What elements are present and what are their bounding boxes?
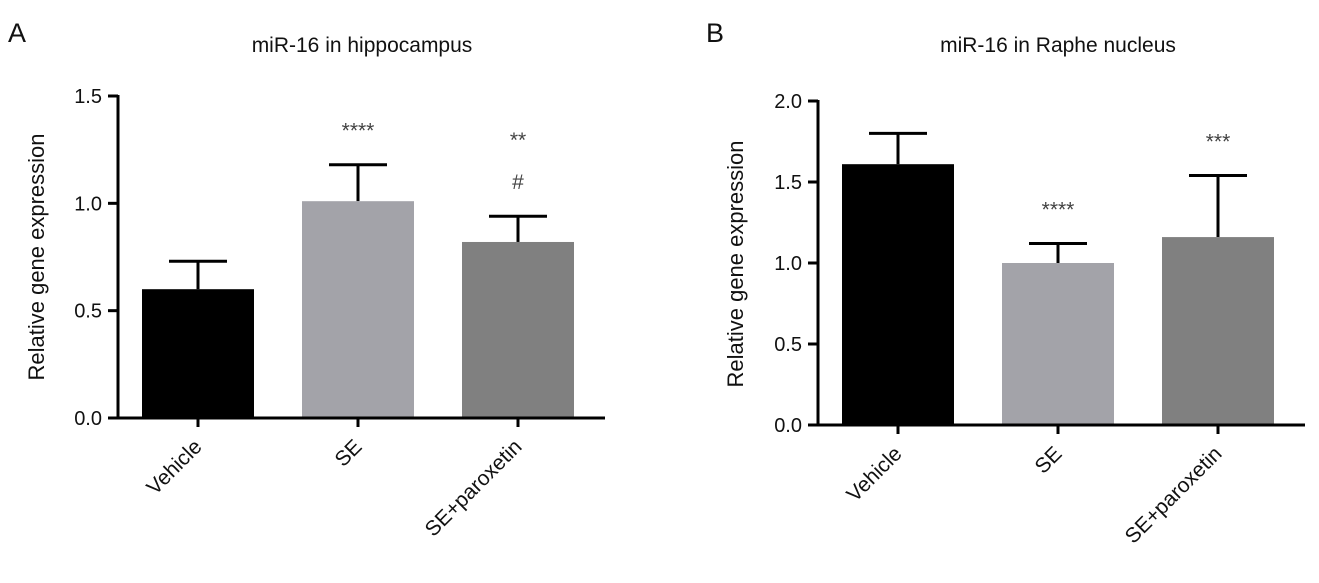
panel-a-bar: [462, 241, 574, 418]
panel-b-title: miR-16 in Raphe nucleus: [940, 34, 1176, 57]
panel-a-x-tick-label: SE: [330, 435, 366, 471]
panel-a-bar: [302, 201, 414, 418]
panel-a-y-axis-label: Relative gene expression: [24, 133, 49, 380]
panel-b-bar: [1002, 263, 1114, 425]
panel-b-significance-label: ****: [1042, 199, 1075, 222]
panel-b-bar: [1162, 237, 1274, 425]
panel-b-bar: [842, 164, 954, 425]
panel-a-significance-label: **: [510, 129, 526, 152]
panel-a-x-tick-label: SE+paroxetin: [421, 435, 527, 541]
panel-a-bar: [142, 289, 254, 418]
panel-a-y-tick-label: 1.0: [74, 193, 102, 215]
panel-b-significance-label: ***: [1206, 131, 1231, 154]
panel-b-chart: B miR-16 in Raphe nucleus Relative gene …: [706, 18, 1305, 548]
panel-b-x-tick-label: SE+paroxetin: [1121, 442, 1227, 548]
panel-b-y-axis-label: Relative gene expression: [723, 140, 748, 387]
panel-b-y-tick-label: 0.5: [774, 334, 802, 356]
panel-b-x-tick-label: SE: [1030, 442, 1066, 478]
panel-a-letter: A: [8, 18, 26, 48]
panel-a-y-tick-label: 0.5: [74, 301, 102, 323]
panel-b-letter: B: [706, 18, 724, 48]
panel-a-chart: A miR-16 in hippocampus Relative gene ex…: [8, 18, 605, 541]
panel-a-y-tick-label: 1.5: [74, 86, 102, 108]
panel-a-significance-label: #: [512, 171, 524, 194]
panel-b-x-tick-label: Vehicle: [842, 442, 906, 506]
panel-b-y-tick-label: 1.0: [774, 253, 802, 275]
panel-b-y-tick-label: 0.0: [774, 415, 802, 437]
panel-b-y-tick-label: 1.5: [774, 172, 802, 194]
panel-b-y-tick-label: 2.0: [774, 91, 802, 113]
panel-a-x-tick-label: Vehicle: [142, 435, 206, 499]
panel-a-significance-label: ****: [342, 120, 375, 143]
panel-a-title: miR-16 in hippocampus: [252, 34, 473, 57]
panel-a-y-tick-label: 0.0: [74, 408, 102, 430]
